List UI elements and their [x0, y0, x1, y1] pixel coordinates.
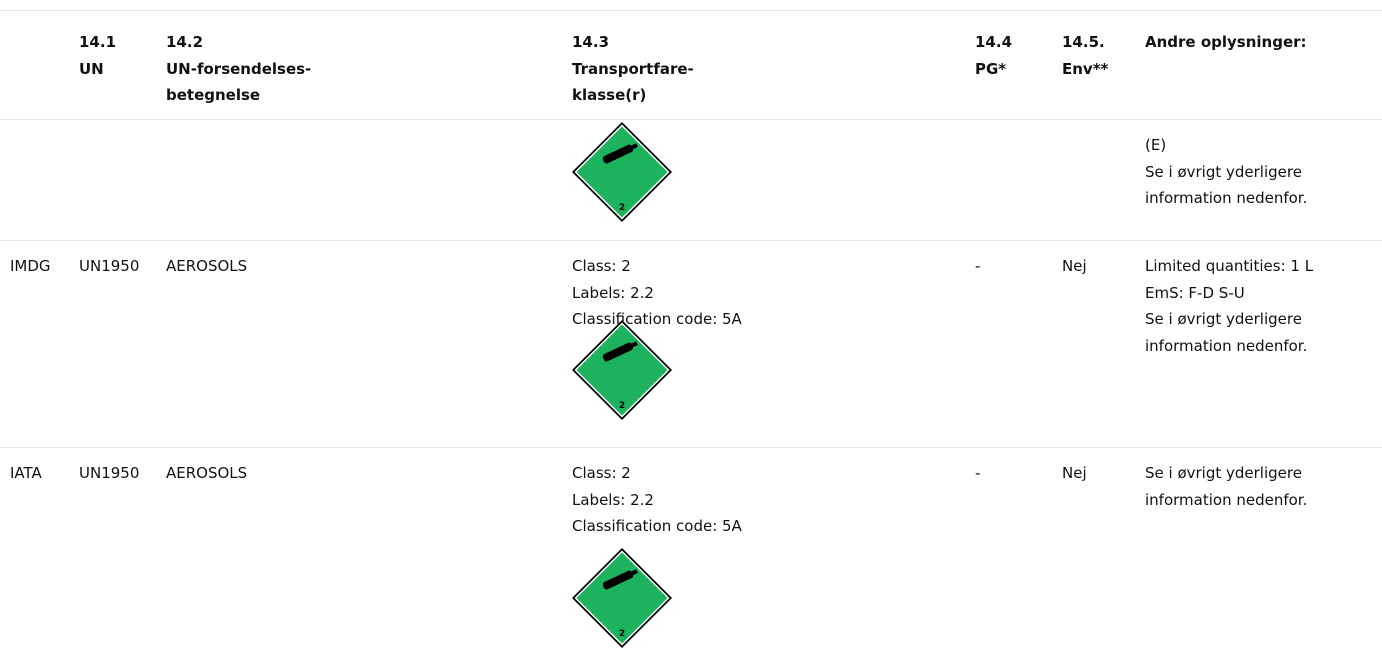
- name-cell: AEROSOLS: [166, 460, 247, 487]
- text-line: Nej: [1062, 257, 1087, 275]
- text-line: Nej: [1062, 464, 1087, 482]
- text-line: Class: 2: [572, 257, 631, 275]
- text-line: IATA: [10, 464, 42, 482]
- name-cell: AEROSOLS: [166, 253, 247, 280]
- un-cell: UN1950: [79, 460, 139, 487]
- text-line: klasse(r): [572, 86, 647, 104]
- separator: [0, 240, 1382, 241]
- header-cell: 14.2 UN-forsendelses-betegnelse: [166, 29, 311, 109]
- text-line: AEROSOLS: [166, 464, 248, 482]
- pg-cell: -: [975, 460, 980, 487]
- text-line: Andre oplysninger:: [1145, 33, 1307, 51]
- hazard-pictogram: 2: [572, 320, 672, 420]
- hazard-class-number: 2: [619, 203, 625, 213]
- pg-cell: -: [975, 253, 980, 280]
- text-line: Se i øvrigt yderligere: [1145, 162, 1302, 181]
- text-line: information nedenfor.: [1145, 336, 1308, 355]
- text-line: 14.5.: [1062, 33, 1105, 51]
- header-cell: 14.5. Env**: [1062, 29, 1108, 82]
- header-cell: 14.3 Transportfare-klasse(r): [572, 29, 694, 109]
- hazard-pictogram: 2: [572, 548, 672, 648]
- text-line: 14.1: [79, 33, 117, 51]
- hazard-class-number: 2: [619, 629, 625, 639]
- text-line: UN1950: [79, 464, 140, 482]
- text-line: -: [975, 464, 981, 482]
- un-cell: UN1950: [79, 253, 139, 280]
- text-line: UN-forsendelses-: [166, 59, 312, 78]
- text-line: Limited quantities: 1 L: [1145, 257, 1314, 275]
- class-cell: Class: 2 Labels: 2.2 Classification code: …: [572, 460, 742, 540]
- text-line: Labels: 2.2: [572, 490, 654, 509]
- code-cell: IATA: [10, 460, 42, 487]
- text-line: information nedenfor.: [1145, 189, 1308, 207]
- separator: [0, 119, 1382, 120]
- header-cell: Andre oplysninger:: [1145, 29, 1307, 56]
- text-line: Env**: [1062, 59, 1109, 78]
- text-line: Transportfare-: [572, 59, 694, 78]
- text-line: (E): [1145, 136, 1167, 154]
- text-line: 14.4: [975, 33, 1013, 51]
- text-line: Classification code: 5A: [572, 517, 742, 535]
- other-cell: Se i øvrigt yderligere information nedenf…: [1145, 460, 1307, 513]
- text-line: -: [975, 257, 981, 275]
- separator: [0, 10, 1382, 11]
- text-line: UN: [79, 59, 104, 78]
- text-line: AEROSOLS: [166, 257, 248, 275]
- text-line: Se i øvrigt yderligere: [1145, 310, 1302, 328]
- text-line: EmS: F-D S-U: [1145, 283, 1245, 302]
- class-cell: Class: 2 Labels: 2.2 Classification code: …: [572, 253, 742, 333]
- other-cell: (E) Se i øvrigt yderligere information ned…: [1145, 132, 1307, 212]
- other-cell: Limited quantities: 1 L EmS: F-D S-U Se i …: [1145, 253, 1313, 359]
- text-line: Class: 2: [572, 464, 631, 482]
- text-line: Classification code: 5A: [572, 310, 742, 328]
- text-line: Se i øvrigt yderligere: [1145, 464, 1302, 482]
- env-cell: Nej: [1062, 460, 1087, 487]
- env-cell: Nej: [1062, 253, 1087, 280]
- text-line: UN1950: [79, 257, 140, 275]
- text-line: Labels: 2.2: [572, 283, 654, 302]
- text-line: betegnelse: [166, 86, 261, 104]
- hazard-class-number: 2: [619, 401, 625, 411]
- text-line: information nedenfor.: [1145, 490, 1308, 509]
- text-line: 14.3: [572, 33, 610, 51]
- header-cell: 14.4 PG*: [975, 29, 1012, 82]
- separator: [0, 447, 1382, 448]
- code-cell: IMDG: [10, 253, 51, 280]
- hazard-pictogram: 2: [572, 122, 672, 222]
- header-cell: 14.1 UN: [79, 29, 116, 82]
- text-line: 14.2: [166, 33, 204, 51]
- text-line: PG*: [975, 59, 1007, 78]
- text-line: IMDG: [10, 257, 51, 275]
